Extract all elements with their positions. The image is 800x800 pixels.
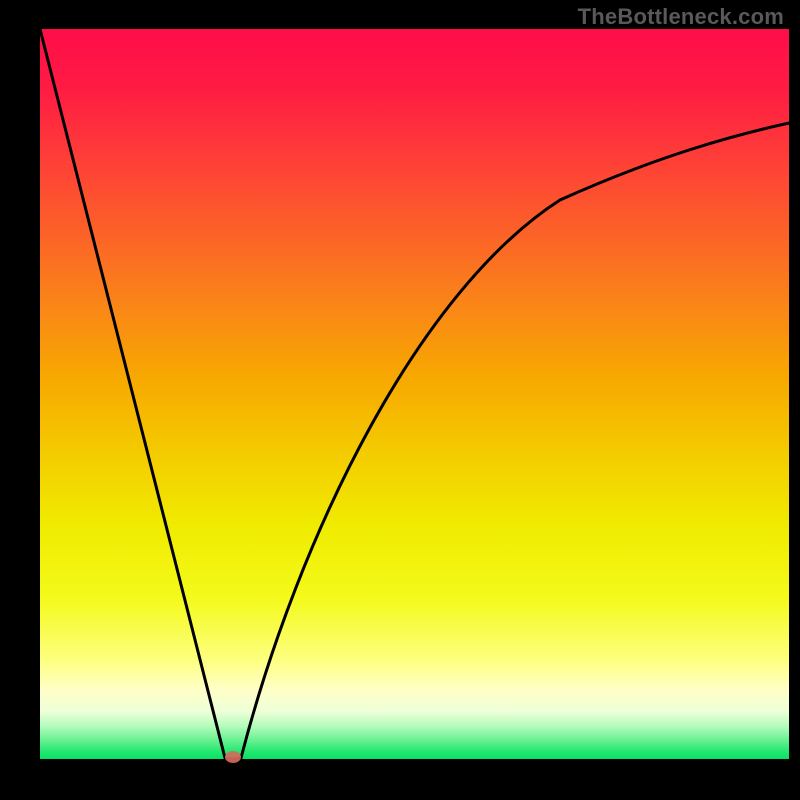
bottleneck-chart bbox=[0, 0, 800, 800]
watermark-text: TheBottleneck.com bbox=[578, 4, 784, 30]
plot-background bbox=[40, 29, 789, 759]
chart-container: TheBottleneck.com bbox=[0, 0, 800, 800]
optimal-point-marker bbox=[225, 751, 241, 763]
